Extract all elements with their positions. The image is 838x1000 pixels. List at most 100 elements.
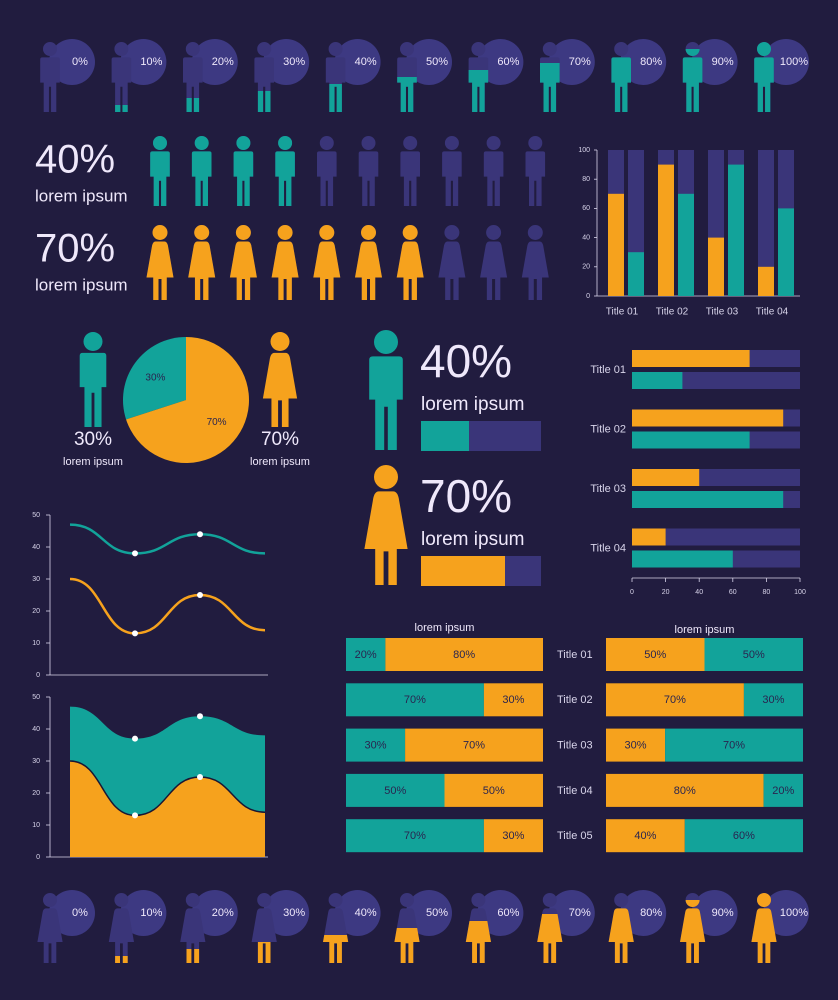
caption: lorem ipsum <box>35 275 128 294</box>
figure <box>275 136 295 206</box>
y-tick-label: 20 <box>582 264 590 271</box>
figure <box>369 330 403 450</box>
figure <box>483 136 504 206</box>
figure-fill <box>329 83 342 112</box>
x-tick-label: 80 <box>763 589 771 596</box>
bar <box>708 237 724 296</box>
line <box>69 577 266 635</box>
badge <box>334 39 381 85</box>
point <box>197 531 203 538</box>
figure <box>79 332 107 427</box>
x-tick-label: 0 <box>630 589 634 596</box>
chart-title: lorem ipsum <box>415 622 475 634</box>
figure <box>317 136 337 206</box>
figure-fill <box>257 90 271 112</box>
badge <box>763 39 809 85</box>
value-label: 70% <box>261 429 299 450</box>
figure <box>521 225 549 300</box>
badge <box>477 890 524 936</box>
badge <box>263 890 310 936</box>
figure-fill <box>611 55 632 112</box>
value-label: 100% <box>780 56 808 68</box>
badge <box>406 39 452 85</box>
badge <box>691 39 738 85</box>
point <box>197 713 203 720</box>
pie-slice <box>126 337 249 464</box>
badge <box>691 890 738 936</box>
bar-segment <box>606 638 705 671</box>
value-label: 70% <box>35 227 115 271</box>
bar-segment <box>665 728 803 762</box>
caption: lorem ipsum <box>35 186 128 205</box>
category-label: Title 02 <box>557 694 593 706</box>
value-label: 70% <box>569 56 591 68</box>
figure-fill <box>679 899 706 963</box>
figure <box>229 225 257 300</box>
value-label: 30% <box>283 907 305 919</box>
value-label: 50% <box>743 649 765 661</box>
figure-fill <box>323 934 349 963</box>
badge <box>191 39 238 85</box>
bar-segment <box>704 638 803 671</box>
value-label: 20% <box>212 56 234 68</box>
point <box>132 550 138 557</box>
y-tick-label: 0 <box>586 293 590 300</box>
bar <box>632 350 750 367</box>
figure <box>108 893 134 963</box>
bar <box>632 491 784 508</box>
category-label: Title 03 <box>557 740 593 752</box>
figure-fill <box>186 948 200 963</box>
figure <box>233 136 254 206</box>
badge <box>120 39 167 85</box>
chart-title: lorem ipsum <box>675 624 735 636</box>
value-label: 90% <box>712 907 734 919</box>
x-tick-label: 100 <box>794 589 806 596</box>
value-label: 40% <box>355 56 377 68</box>
bar-segment <box>346 773 445 807</box>
progress-bar <box>421 421 469 451</box>
x-tick-label: 40 <box>695 589 703 596</box>
figure <box>480 225 508 300</box>
value-label: 30% <box>365 740 387 752</box>
value-label: 20% <box>355 649 377 661</box>
figure <box>271 225 299 300</box>
bar-segment <box>606 773 764 807</box>
bar-track <box>758 150 774 296</box>
bar <box>632 550 733 568</box>
value-label: 40% <box>35 138 115 182</box>
x-tick-label: 60 <box>729 589 737 596</box>
y-tick-label: 50 <box>32 512 40 519</box>
bar-segment <box>606 728 666 762</box>
bar-segment <box>606 819 685 853</box>
figure-fill <box>251 941 277 963</box>
value-label: 30% <box>625 740 647 752</box>
bar-segment <box>483 819 543 853</box>
y-tick-label: 40 <box>582 234 590 241</box>
badge <box>763 890 809 936</box>
bar-segment <box>346 819 484 853</box>
y-tick-label: 20 <box>32 790 40 797</box>
figure <box>188 225 216 300</box>
caption: lorem ipsum <box>250 456 310 468</box>
value-label: 80% <box>674 785 696 797</box>
figure-fill <box>754 42 774 112</box>
value-label: 100% <box>780 907 808 919</box>
figure-fill <box>608 906 634 963</box>
figure <box>183 42 203 112</box>
value-label: 50% <box>384 785 406 797</box>
value-label: 80% <box>640 907 662 919</box>
figure-fill <box>537 913 563 963</box>
bar <box>632 409 784 427</box>
bar <box>758 266 774 296</box>
bar <box>778 208 794 296</box>
figure-fill <box>186 97 200 112</box>
badge <box>477 39 524 85</box>
figure <box>180 893 206 963</box>
slice-label: 70% <box>207 417 227 428</box>
figure-fill <box>115 955 128 963</box>
slice-label: 30% <box>145 372 165 383</box>
figure <box>400 136 420 206</box>
area-edge <box>69 760 266 817</box>
y-tick-label: 0 <box>36 672 40 679</box>
